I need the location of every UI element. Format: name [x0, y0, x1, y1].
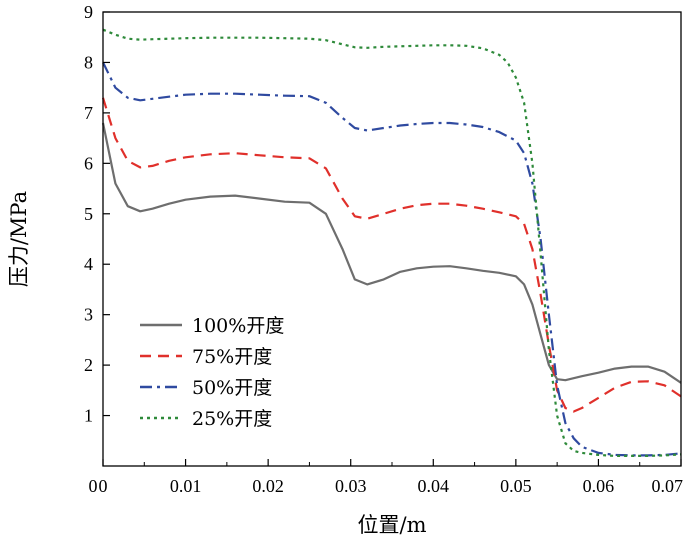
x-axis-title: 位置/m — [358, 513, 427, 537]
x-tick-label: 0.03 — [335, 476, 367, 496]
x-tick-label: 0.05 — [500, 476, 532, 496]
x-tick-label: 0.02 — [252, 476, 284, 496]
y-tick-label: 8 — [84, 52, 93, 72]
y-tick-label: 4 — [84, 254, 93, 274]
y-tick-label: 3 — [84, 305, 93, 325]
y-axis-title: 压力/MPa — [7, 191, 31, 287]
series-line-4 — [102, 28, 682, 457]
legend-label-4: 25%开度 — [192, 408, 272, 430]
y-tick-label: 1 — [84, 406, 93, 426]
x-tick-label: 0.01 — [170, 476, 202, 496]
x-tick-label: 0.04 — [418, 476, 450, 496]
y-tick-label: 7 — [84, 103, 93, 123]
y-tick-label: 5 — [84, 204, 93, 224]
series-line-2 — [101, 97, 682, 413]
y-tick-label: 6 — [84, 153, 93, 173]
origin-label: 0 — [89, 476, 98, 496]
x-tick-label: 0.07 — [652, 476, 684, 496]
series-line-1 — [101, 122, 682, 384]
series-line-3 — [102, 61, 682, 457]
legend-label-2: 75%开度 — [192, 346, 272, 368]
y-tick-label: 9 — [84, 2, 93, 22]
series-layer — [101, 28, 682, 457]
legend-label-1: 100%开度 — [192, 315, 284, 337]
x-tick-label: 0.06 — [583, 476, 615, 496]
legend-label-3: 50%开度 — [192, 377, 272, 399]
plot-frame — [102, 11, 682, 467]
x-tick-label: 0 — [99, 476, 108, 496]
y-tick-label: 2 — [84, 355, 93, 375]
legend: 100%开度 75%开度 50%开度 25%开度 — [140, 315, 284, 430]
ticks-layer: 0 0.01 0.02 0.03 0.04 0.05 0.06 0.07 1 2 3 4 5 6 7 8 9 0 — [84, 2, 683, 496]
